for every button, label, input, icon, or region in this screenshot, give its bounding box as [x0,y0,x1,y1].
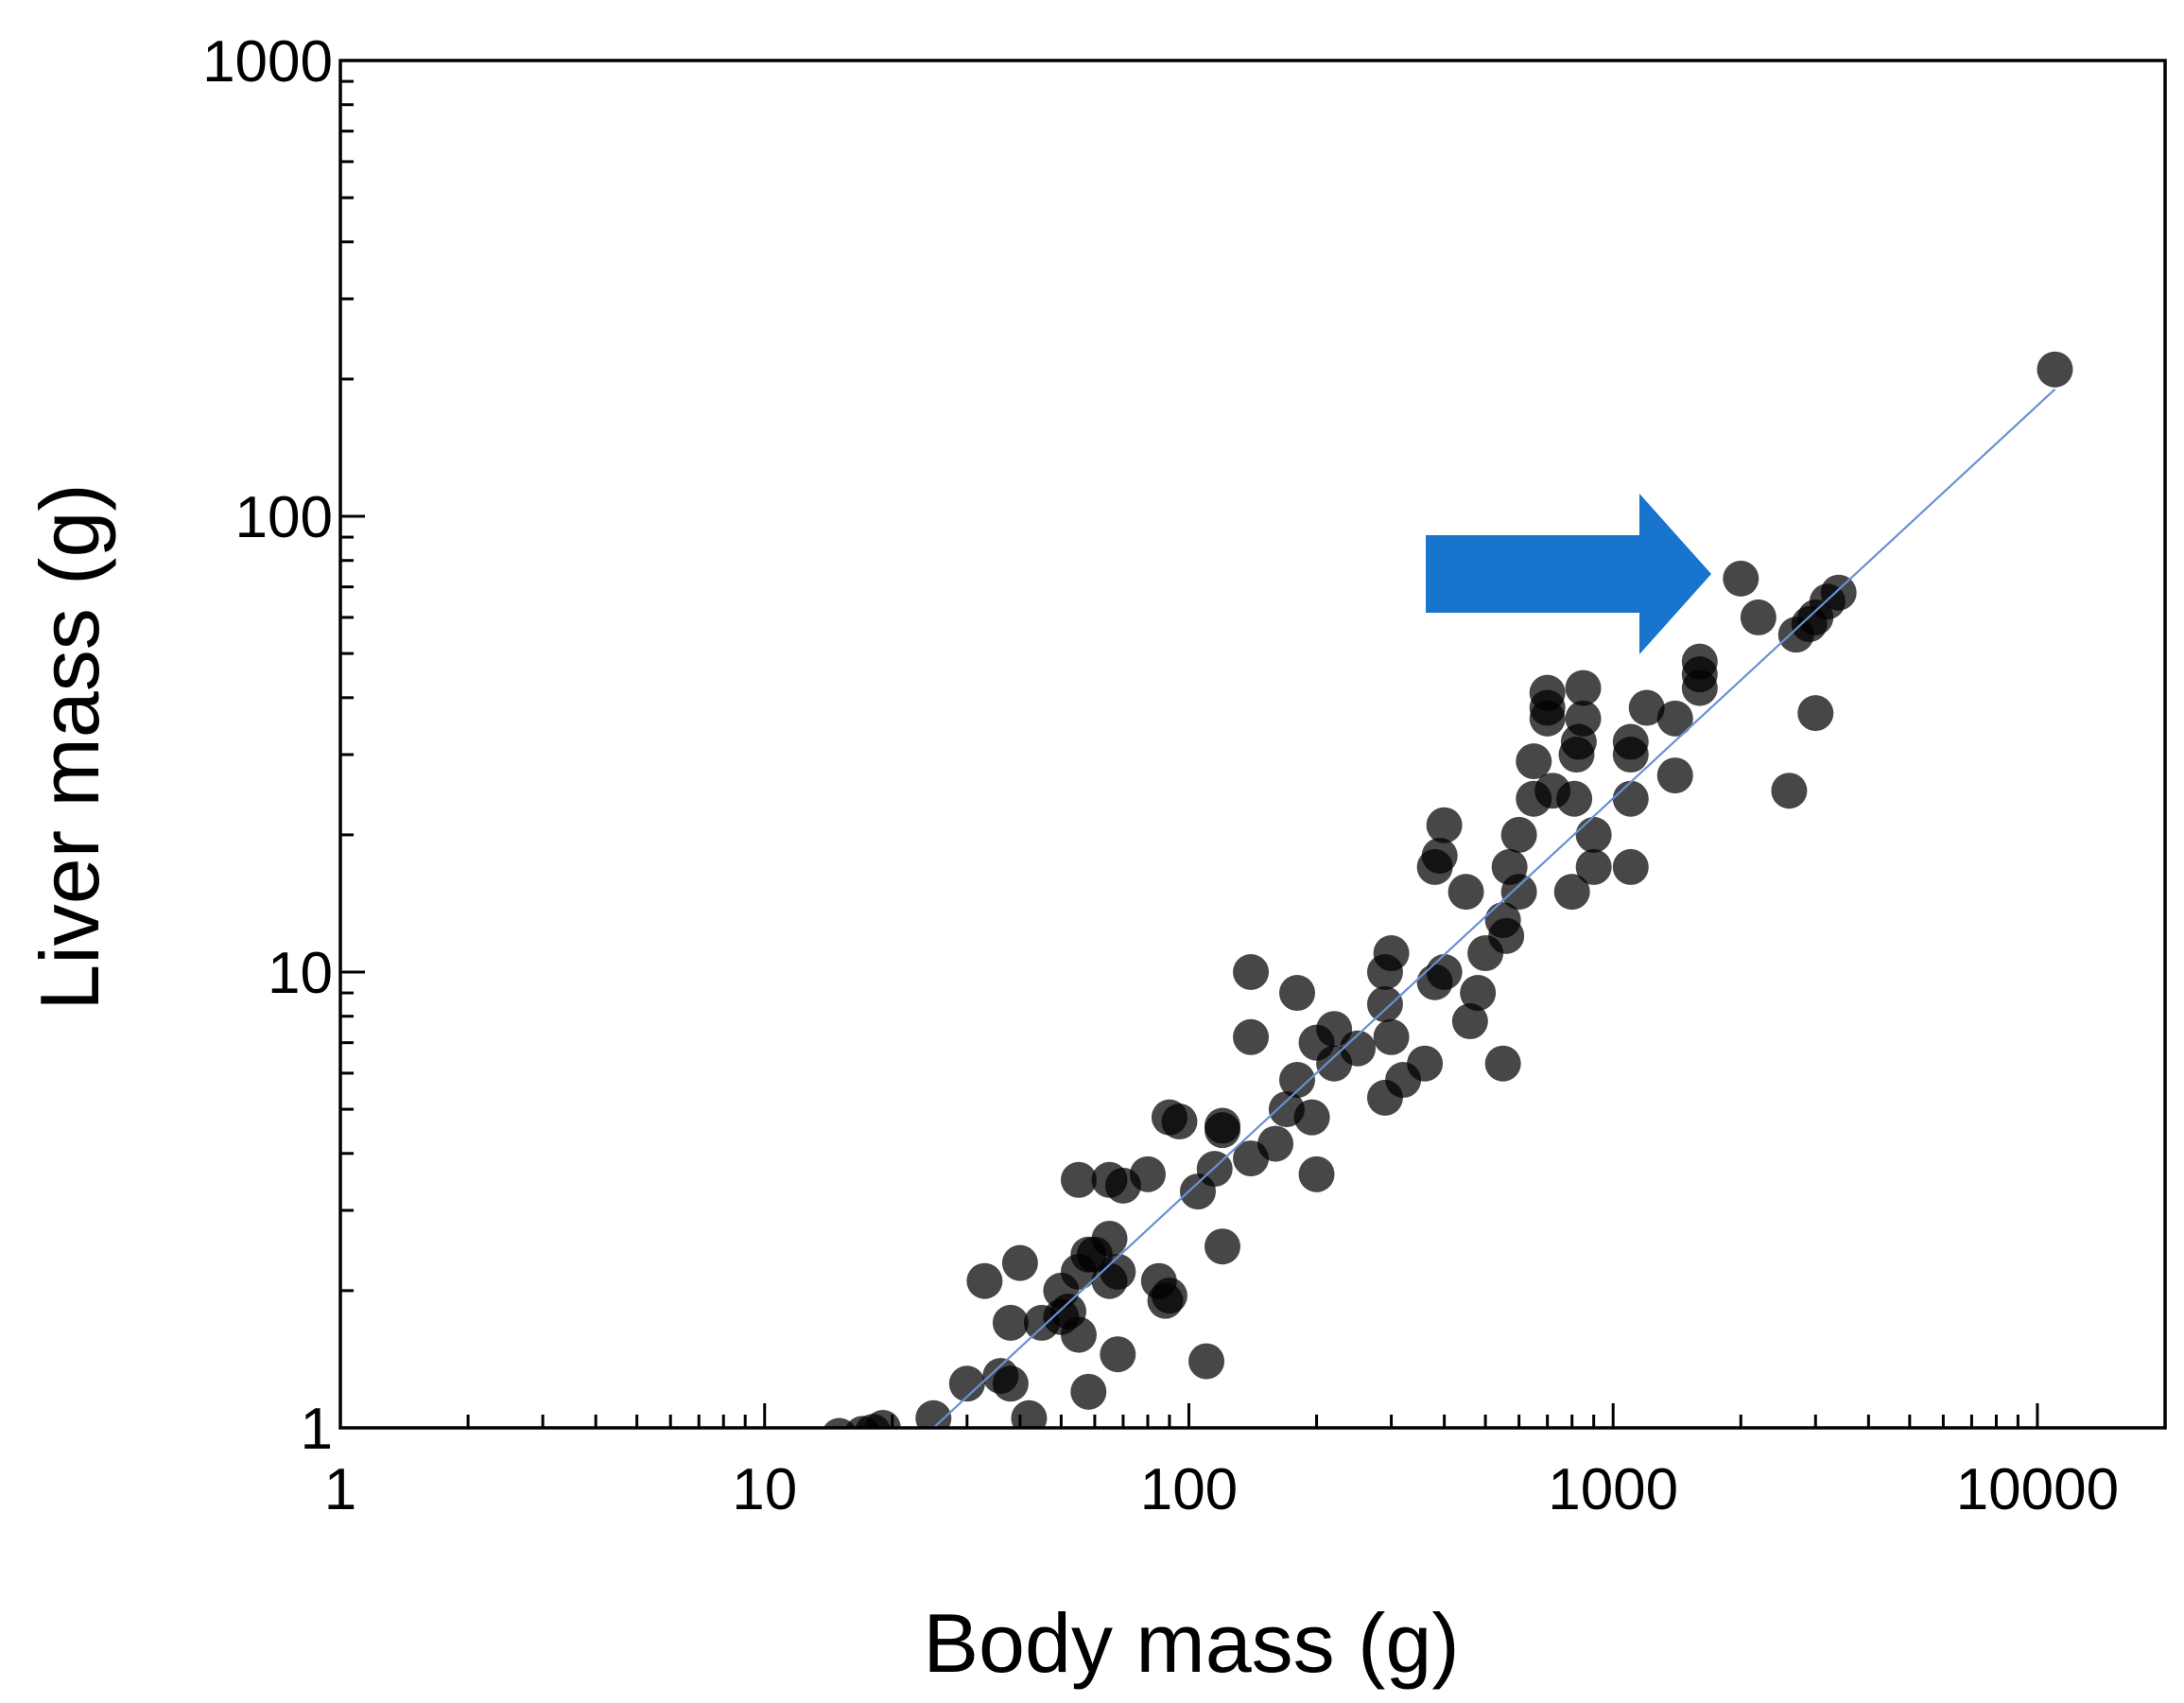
x-tick-label: 1000 [1548,1457,1678,1522]
y-axis-title: Liver mass (g) [23,483,116,1010]
data-point [1484,1045,1521,1082]
data-point [1233,1018,1270,1055]
axis-tick-labels: 1 10 100 1000 10000 1 10 100 1000 [202,29,2119,1522]
data-point [1565,669,1602,706]
x-tick-label: 100 [1140,1457,1238,1522]
y-tick-label: 100 [235,485,333,550]
data-point [1366,986,1403,1023]
data-point [1279,975,1316,1012]
data-point [1233,1140,1270,1177]
y-tick-label: 1 [301,1397,333,1462]
data-point [1575,816,1612,853]
data-point [1681,669,1718,706]
data-point [1628,689,1665,726]
data-point [1797,695,1834,732]
x-tick-label: 10 [732,1457,797,1522]
data-points [823,351,2073,1428]
y-tick-label: 1000 [202,29,333,95]
data-point [948,1365,985,1402]
plot-area [823,351,2073,1428]
data-point [1553,874,1590,911]
data-point [2037,351,2073,388]
data-point [1161,1103,1198,1140]
data-point [1612,780,1649,817]
data-point [1268,1091,1305,1128]
data-point [845,1416,880,1428]
data-point [1656,757,1693,794]
data-point [1060,1316,1097,1353]
data-point [915,1399,952,1428]
data-point [1447,874,1484,911]
data-point [1188,1343,1225,1380]
data-point [1612,737,1649,773]
data-point [1460,975,1497,1012]
data-point [1151,1277,1187,1314]
data-point [992,1304,1029,1341]
data-point [1298,1024,1335,1061]
y-tick-label: 10 [268,941,333,1006]
data-point [1204,1112,1240,1149]
data-point [1100,1253,1136,1290]
axis-ticks [338,59,2167,1430]
data-point [1179,1173,1216,1210]
data-point [1373,1018,1410,1055]
annotation-arrow [1426,494,1711,654]
data-point [1500,816,1537,853]
data-point [1366,1079,1403,1116]
fit-line [932,388,2056,1428]
data-point [1723,560,1759,597]
data-point [1011,1399,1048,1428]
x-tick-label: 10000 [1956,1457,2119,1522]
data-point [1023,1304,1060,1341]
data-point [1516,743,1552,780]
data-point [1612,848,1649,885]
data-point [1575,848,1612,885]
data-point [1451,1003,1488,1040]
data-point [1070,1373,1107,1410]
data-point [1656,700,1693,737]
x-axis-title: Body mass (g) [923,1596,1459,1690]
data-point [1416,848,1453,885]
data-point [1416,964,1453,1000]
data-point [1426,807,1463,843]
data-point [1534,773,1571,809]
data-point [1491,848,1528,885]
data-point [1740,599,1777,635]
data-point [1771,773,1808,809]
data-point [1298,1156,1335,1192]
x-tick-label: 1 [324,1457,356,1522]
data-point [1791,606,1828,643]
data-point [966,1262,1003,1299]
data-point [1001,1244,1038,1281]
data-point [1279,1062,1316,1099]
data-point [1060,1161,1097,1198]
data-point [982,1358,1019,1395]
plot-frame [338,59,2167,1430]
data-point [1529,700,1566,737]
data-point [1204,1228,1240,1265]
data-point [1558,737,1595,773]
data-point [1467,935,1504,972]
data-point [823,1417,856,1428]
data-point [1233,954,1270,990]
data-point [1091,1161,1128,1198]
data-point [1100,1336,1136,1373]
data-point [1366,954,1403,990]
